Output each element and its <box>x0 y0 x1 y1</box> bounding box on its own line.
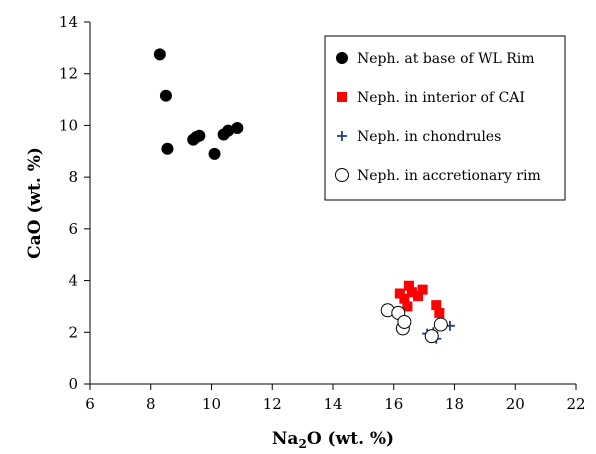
legend: Neph. at base of WL Rim Neph. in interior… <box>324 35 566 201</box>
y-tick-label: 12 <box>59 65 78 83</box>
data-point <box>406 287 417 298</box>
data-point <box>413 291 424 302</box>
y-tick-label: 14 <box>59 13 78 31</box>
data-point <box>394 288 405 299</box>
data-point <box>417 284 428 295</box>
y-tick-label: 6 <box>68 220 78 238</box>
x-tick-label: 16 <box>384 395 403 413</box>
legend-label: Neph. at base of WL Rim <box>357 51 535 67</box>
y-tick-label: 2 <box>68 323 78 341</box>
data-point <box>434 307 445 318</box>
y-tick-label: 4 <box>68 272 78 290</box>
x-tick-label: 20 <box>506 395 525 413</box>
data-point <box>231 122 244 135</box>
data-point <box>403 280 414 291</box>
y-tick-label: 8 <box>68 168 78 186</box>
x-tick-label: 22 <box>566 395 585 413</box>
legend-item: Neph. at base of WL Rim <box>336 51 535 67</box>
data-point <box>399 293 410 304</box>
series-4 <box>380 303 448 344</box>
data-point <box>402 301 413 312</box>
x-axis-title: Na2O (wt. %) <box>272 429 394 451</box>
data-point <box>208 147 221 160</box>
data-point <box>431 300 442 311</box>
series-1 <box>153 48 244 160</box>
data-point <box>161 142 174 155</box>
legend-item: Neph. in accretionary rim <box>335 168 541 184</box>
x-tick-label: 6 <box>85 395 95 413</box>
legend-item: Neph. in chondrules <box>337 129 501 145</box>
y-tick-label: 10 <box>59 116 78 134</box>
legend-item: Neph. in interior of CAI <box>337 90 525 106</box>
x-tick-label: 18 <box>445 395 464 413</box>
legend-marker <box>335 168 349 182</box>
data-point <box>397 314 412 329</box>
legend-label: Neph. in chondrules <box>357 129 501 145</box>
legend-marker <box>337 92 347 102</box>
data-point <box>424 329 439 344</box>
y-tick-label: 0 <box>68 375 78 393</box>
x-tick-label: 10 <box>202 395 221 413</box>
series-2 <box>394 280 445 318</box>
x-axis-ticks: 6 8 10 12 14 16 18 20 22 <box>85 384 586 413</box>
data-point <box>433 317 448 332</box>
legend-marker <box>336 52 348 64</box>
x-tick-label: 8 <box>146 395 156 413</box>
x-tick-label: 12 <box>263 395 282 413</box>
x-tick-label: 14 <box>323 395 342 413</box>
data-points <box>153 48 455 344</box>
legend-label: Neph. in interior of CAI <box>357 90 525 106</box>
y-axis-ticks: 0 2 4 6 8 10 12 14 <box>59 13 90 393</box>
data-point <box>193 129 206 142</box>
legend-marker <box>337 131 347 141</box>
legend-label: Neph. in accretionary rim <box>357 168 541 184</box>
data-point <box>153 48 166 61</box>
legend-box <box>324 35 566 201</box>
y-axis-title: CaO (wt. %) <box>25 147 45 259</box>
data-point <box>159 89 172 102</box>
